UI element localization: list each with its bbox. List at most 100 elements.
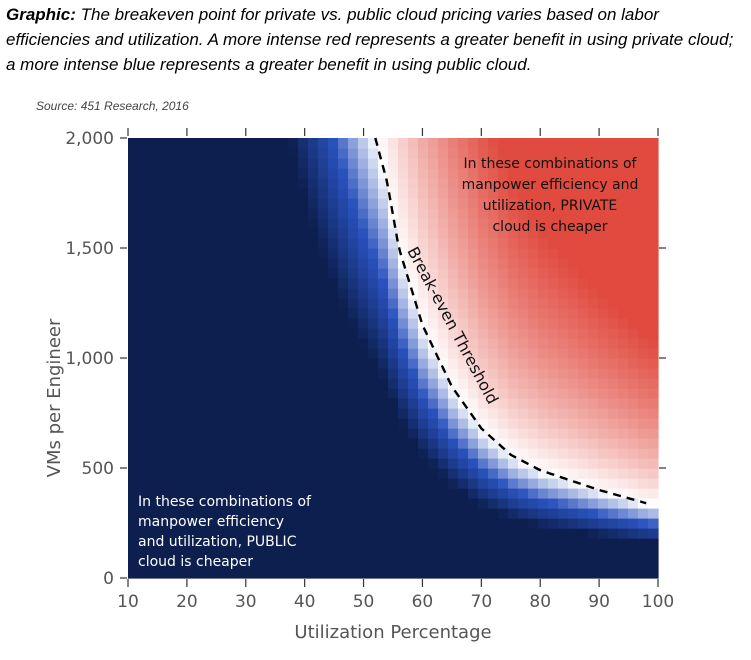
heatmap-cell	[268, 388, 279, 399]
heatmap-cell	[478, 198, 489, 209]
heatmap-cell	[348, 148, 359, 159]
heatmap-cell	[288, 548, 299, 559]
heatmap-cell	[588, 508, 599, 519]
heatmap-cell	[328, 228, 339, 239]
heatmap-cell	[198, 318, 209, 329]
heatmap-cell	[138, 408, 149, 419]
heatmap-cell	[498, 168, 509, 179]
heatmap-cell	[258, 528, 269, 539]
heatmap-cell	[428, 148, 439, 159]
heatmap-cell	[638, 228, 649, 239]
heatmap-cell	[138, 198, 149, 209]
heatmap-cell	[168, 218, 179, 229]
heatmap-cell	[418, 138, 429, 149]
heatmap-cell	[548, 258, 559, 269]
heatmap-cell	[548, 438, 559, 449]
heatmap-cell	[428, 348, 439, 359]
heatmap-cell	[438, 358, 449, 369]
heatmap-cell	[478, 178, 489, 189]
heatmap-cell	[598, 568, 609, 579]
heatmap-cell	[468, 538, 479, 549]
heatmap-cell	[158, 538, 169, 549]
heatmap-cell	[348, 518, 359, 529]
heatmap-cell	[308, 288, 319, 299]
heatmap-cell	[328, 278, 339, 289]
heatmap-cell	[228, 188, 239, 199]
heatmap-cell	[318, 388, 329, 399]
heatmap-cell	[548, 428, 559, 439]
heatmap-cell	[558, 568, 569, 579]
heatmap-cell	[288, 378, 299, 389]
heatmap-cell	[208, 388, 219, 399]
heatmap-cell	[578, 198, 589, 209]
heatmap-cell	[258, 518, 269, 529]
heatmap-cell	[338, 418, 349, 429]
heatmap-cell	[598, 418, 609, 429]
heatmap-cell	[508, 468, 519, 479]
heatmap-cell	[568, 208, 579, 219]
heatmap-cell	[188, 238, 199, 249]
heatmap-cell	[328, 288, 339, 299]
heatmap-cell	[518, 458, 529, 469]
heatmap-cell	[588, 328, 599, 339]
heatmap-cell	[358, 318, 369, 329]
heatmap-cell	[198, 268, 209, 279]
heatmap-cell	[428, 428, 439, 439]
heatmap-cell	[648, 308, 659, 319]
heatmap-cell	[528, 138, 539, 149]
heatmap-cell	[148, 398, 159, 409]
heatmap-cell	[458, 278, 469, 289]
heatmap-cell	[148, 378, 159, 389]
heatmap-cell	[248, 488, 259, 499]
heatmap-cell	[578, 388, 589, 399]
heatmap-cell	[638, 478, 649, 489]
heatmap-cell	[518, 508, 529, 519]
heatmap-cell	[568, 328, 579, 339]
heatmap-cell	[468, 148, 479, 159]
heatmap-cell	[268, 418, 279, 429]
heatmap-cell	[638, 168, 649, 179]
heatmap-cell	[598, 448, 609, 459]
heatmap-cell	[248, 358, 259, 369]
heatmap-cell	[278, 388, 289, 399]
heatmap-cell	[468, 378, 479, 389]
heatmap-cell	[278, 268, 289, 279]
heatmap-cell	[168, 288, 179, 299]
heatmap-cell	[578, 488, 589, 499]
heatmap-cell	[408, 398, 419, 409]
heatmap-cell	[408, 178, 419, 189]
heatmap-cell	[238, 308, 249, 319]
heatmap-cell	[568, 568, 579, 579]
heatmap-cell	[548, 188, 559, 199]
heatmap-cell	[148, 428, 159, 439]
heatmap-cell	[598, 178, 609, 189]
heatmap-cell	[248, 448, 259, 459]
heatmap-cell	[488, 438, 499, 449]
heatmap-cell	[478, 208, 489, 219]
heatmap-cell	[398, 238, 409, 249]
heatmap-cell	[188, 168, 199, 179]
heatmap-cell	[608, 328, 619, 339]
heatmap-cell	[588, 448, 599, 459]
heatmap-cell	[608, 148, 619, 159]
heatmap-cell	[458, 248, 469, 259]
heatmap-cell	[218, 418, 229, 429]
heatmap-cell	[378, 508, 389, 519]
heatmap-cell	[528, 148, 539, 159]
heatmap-cell	[378, 178, 389, 189]
heatmap-cell	[428, 548, 439, 559]
heatmap-cell	[468, 318, 479, 329]
heatmap-cell	[218, 458, 229, 469]
heatmap-cell	[538, 488, 549, 499]
heatmap-cell	[148, 138, 159, 149]
heatmap-cell	[608, 138, 619, 149]
heatmap-cell	[398, 388, 409, 399]
heatmap-cell	[158, 568, 169, 579]
heatmap-cell	[648, 378, 659, 389]
heatmap-cell	[178, 408, 189, 419]
heatmap-cell	[378, 298, 389, 309]
heatmap-cell	[508, 278, 519, 289]
heatmap-cell	[568, 458, 579, 469]
heatmap-cell	[368, 378, 379, 389]
heatmap-cell	[518, 178, 529, 189]
